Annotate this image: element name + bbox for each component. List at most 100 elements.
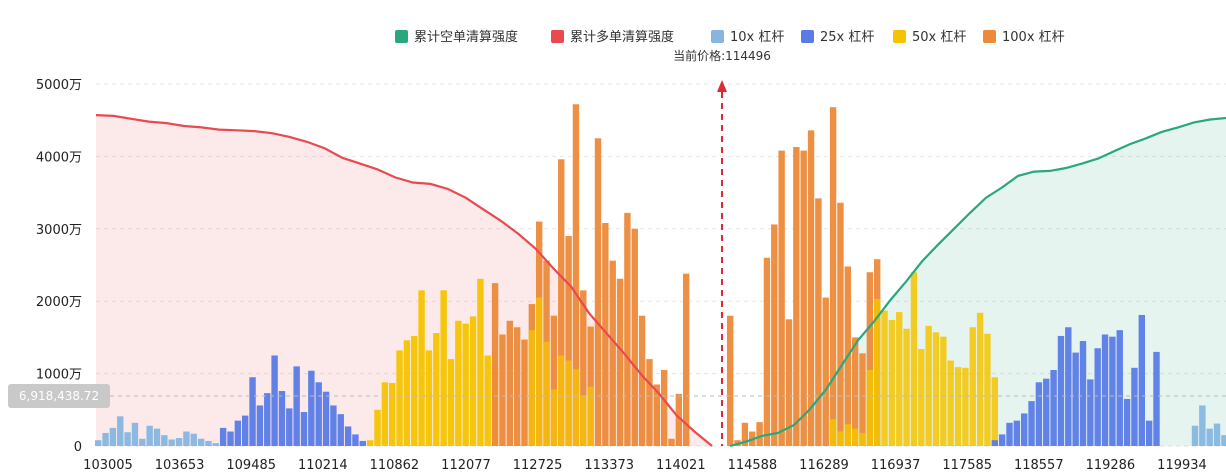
bar-50x (550, 389, 558, 446)
legend-item[interactable]: 100x 杠杆 (983, 29, 1065, 45)
legend-swatch (801, 30, 814, 43)
bar-50x (565, 360, 572, 446)
bar-10x (117, 416, 124, 446)
bar-50x (881, 310, 888, 446)
bar-10x (183, 431, 190, 446)
bar-50x (866, 369, 874, 446)
bar-100x (506, 320, 513, 446)
bar-25x (1145, 420, 1153, 446)
bar-50x (991, 377, 998, 446)
legend-label: 10x 杠杆 (730, 29, 784, 45)
bar-25x (1138, 314, 1145, 446)
bar-50x (851, 428, 859, 446)
bar-25x (359, 440, 366, 446)
y-axis: 0 1000万 2000万 3000万 4000万 5000万 (36, 78, 82, 455)
bar-10x (1221, 435, 1226, 446)
bar-25x (352, 434, 359, 446)
legend-item[interactable]: 50x 杠杆 (893, 29, 966, 45)
bar-10x (124, 432, 131, 446)
bar-50x (374, 409, 381, 446)
legend-swatch (711, 30, 724, 43)
bar-100x (778, 150, 785, 446)
bar-50x (528, 330, 536, 446)
bar-50x (969, 327, 976, 446)
bar-100x (851, 337, 859, 446)
bar-25x (1116, 330, 1123, 446)
bar-10x (161, 435, 168, 446)
x-tick-label: 118557 (1014, 458, 1064, 473)
legend-swatch (893, 30, 906, 43)
bar-25x (322, 391, 330, 446)
bar-10x (139, 438, 146, 446)
bar-50x (903, 328, 910, 446)
bar-10x (212, 443, 219, 446)
x-tick-label: 110214 (298, 458, 348, 473)
legend-item[interactable]: 10x 杠杆 (711, 29, 784, 45)
bar-50x (954, 367, 962, 446)
bar-50x (543, 341, 550, 446)
x-tick-label: 116937 (871, 458, 921, 473)
bar-50x (411, 335, 418, 446)
bar-25x (227, 431, 234, 446)
legend-item[interactable]: 累计多单清算强度 (551, 29, 674, 45)
bar-100x (807, 130, 815, 446)
bar-100x (602, 223, 609, 446)
legend-label: 50x 杠杆 (912, 29, 966, 45)
bar-100x (763, 257, 771, 446)
y-tick-label: 0 (74, 440, 82, 455)
bar-100x (631, 228, 638, 446)
bar-50x (381, 382, 389, 446)
x-tick-label: 119286 (1086, 458, 1136, 473)
bar-25x (219, 427, 227, 446)
bar-25x (1043, 378, 1050, 446)
bar-25x (991, 440, 998, 446)
bar-50x (888, 320, 896, 446)
bar-25x (330, 405, 337, 446)
bar-10x (131, 422, 139, 446)
bar-50x (910, 272, 918, 446)
x-tick-label: 117585 (942, 458, 992, 473)
bar-100x (565, 236, 572, 446)
bar-50x (844, 424, 851, 446)
bar-50x (984, 333, 991, 446)
bar-100x (513, 327, 521, 446)
bar-100x (859, 353, 866, 446)
legend-label: 100x 杠杆 (1002, 29, 1065, 45)
bar-25x (308, 370, 315, 446)
price-arrow (717, 80, 727, 92)
bar-100x (499, 334, 506, 446)
bar-10x (1213, 423, 1221, 446)
bar-25x (264, 393, 271, 446)
bar-25x (1013, 420, 1021, 446)
bar-100x (668, 438, 675, 446)
bar-10x (205, 440, 212, 446)
bar-25x (278, 390, 286, 446)
legend-item[interactable]: 累计空单清算强度 (395, 29, 518, 45)
bar-25x (1072, 352, 1079, 446)
legend-item[interactable]: 25x 杠杆 (801, 29, 874, 45)
y-tick-label: 1000万 (36, 368, 82, 383)
bar-50x (469, 316, 477, 446)
bar-25x (1057, 335, 1065, 446)
bar-50x (874, 299, 881, 446)
legend[interactable]: 累计空单清算强度 累计多单清算强度 10x 杠杆 25x 杠杆 50x 杠杆 100x 杠… (395, 29, 1065, 45)
y-tick-label: 3000万 (36, 223, 82, 238)
bar-100x (580, 290, 587, 446)
bar-25x (1094, 348, 1101, 446)
bar-25x (1101, 334, 1109, 446)
legend-swatch (395, 30, 408, 43)
bar-50x (947, 360, 954, 446)
hover-value-label: 6,918,438.72 (8, 384, 110, 408)
bar-100x (558, 159, 565, 446)
bars-layer (95, 104, 1226, 447)
bar-10x (1199, 405, 1206, 446)
bar-25x (286, 408, 293, 446)
bar-50x (837, 431, 844, 446)
bar-25x (300, 411, 308, 446)
bar-100x (756, 422, 763, 446)
bar-50x (425, 350, 433, 446)
bar-50x (829, 419, 837, 446)
bar-50x (976, 312, 984, 446)
x-tick-label: 119934 (1157, 458, 1207, 473)
x-tick-label: 110862 (370, 458, 420, 473)
